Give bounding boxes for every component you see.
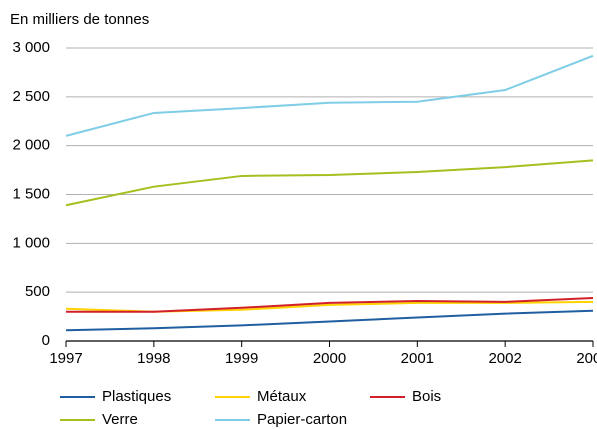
y-tick-label: 0 <box>42 332 50 349</box>
series-line <box>65 159 594 207</box>
y-tick-label: 2 000 <box>12 137 50 154</box>
series-line <box>65 309 594 332</box>
x-tick-label: 2000 <box>313 350 346 367</box>
series-line <box>66 297 594 313</box>
legend-label: Métaux <box>257 388 307 405</box>
y-axis-label: En milliers de tonnes <box>10 11 149 28</box>
y-tick-label: 2 500 <box>12 88 50 105</box>
x-tick-label: 2002 <box>488 350 521 367</box>
y-tick-label: 500 <box>25 283 50 300</box>
x-tick-label: 1998 <box>137 350 170 367</box>
legend-label: Bois <box>412 388 441 405</box>
y-tick-label: 1 500 <box>12 185 50 202</box>
x-tick-label: 1997 <box>49 350 82 367</box>
x-tick-label: 1999 <box>225 350 258 367</box>
x-tick-label: 2001 <box>401 350 434 367</box>
x-tick-label: 2003 <box>576 350 597 367</box>
legend-label: Verre <box>102 411 138 428</box>
y-tick-label: 1 000 <box>12 234 50 251</box>
legend-label: Plastiques <box>102 388 171 405</box>
series-line <box>65 54 594 137</box>
legend-label: Papier-carton <box>257 411 347 428</box>
y-tick-label: 3 000 <box>12 39 50 56</box>
